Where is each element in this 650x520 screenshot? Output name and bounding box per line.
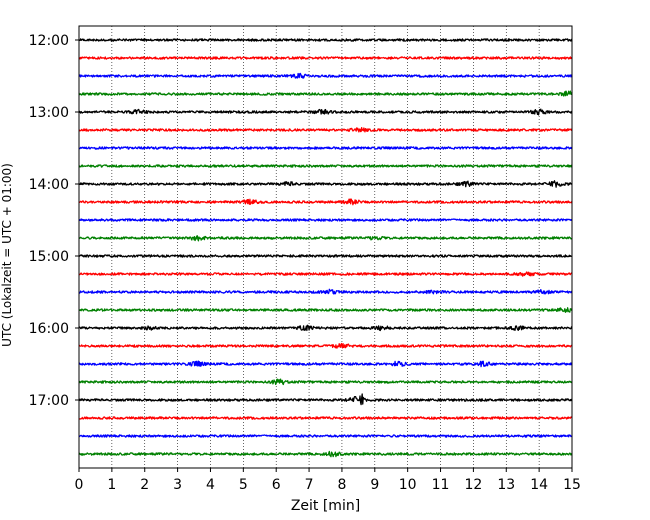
x-tick-label: 9 [370, 477, 379, 493]
x-tick-label: 14 [530, 477, 548, 493]
seismogram-trace-1330 [78, 146, 573, 150]
y-tick-label: 12:00 [29, 33, 69, 49]
seismogram-trace-1215 [78, 56, 573, 60]
x-tick-label: 13 [497, 477, 515, 493]
y-axis-label: UTC (Lokalzeit = UTC + 01:00) [0, 163, 14, 347]
x-tick-label: 1 [107, 477, 116, 493]
seismogram-trace-1300 [78, 108, 573, 116]
seismogram-trace-1500 [78, 254, 573, 258]
seismogram-trace-1530 [78, 288, 573, 295]
seismogram-trace-1715 [78, 416, 573, 420]
seismogram-trace-1445 [78, 235, 573, 242]
x-ticks: 0 1 2 3 4 5 6 7 8 9 10 11 12 13 14 15 [75, 468, 581, 493]
seismogram-trace-1545 [78, 307, 573, 313]
x-tick-label: 8 [337, 477, 346, 493]
seismogram-trace-1745 [78, 450, 573, 458]
y-tick-label: 16:00 [29, 321, 69, 337]
y-tick-label: 14:00 [29, 177, 69, 193]
plot-frame [78, 25, 573, 469]
x-tick-label: 0 [75, 477, 84, 493]
y-tick-label: 17:00 [29, 393, 69, 409]
seismogram-trace-1700 [78, 393, 573, 406]
seismogram-trace-1345 [78, 164, 573, 168]
seismogram-trace-1315 [78, 127, 573, 133]
seismogram-trace-1400 [78, 180, 573, 188]
x-tick-label: 11 [432, 477, 450, 493]
y-tick-label: 15:00 [29, 249, 69, 265]
x-tick-label: 6 [272, 477, 281, 493]
seismogram-trace-1645 [78, 378, 573, 386]
seismogram-trace-1615 [78, 342, 573, 349]
x-tick-label: 15 [563, 477, 581, 493]
x-tick-label: 2 [140, 477, 149, 493]
y-ticks: 12:00 13:00 14:00 15:00 16:00 17:00 [29, 33, 79, 409]
seismogram-trace-1515 [78, 271, 573, 277]
seismogram-trace-1600 [78, 324, 573, 332]
seismogram-trace-1630 [78, 360, 573, 368]
seismogram-trace-1430 [78, 218, 573, 222]
seismogram-trace-1230 [78, 72, 573, 79]
y-tick-label: 13:00 [29, 105, 69, 121]
seismogram-trace-1200 [78, 38, 573, 42]
x-tick-label: 3 [173, 477, 182, 493]
traces [78, 38, 573, 458]
x-tick-label: 12 [464, 477, 482, 493]
x-axis-label: Zeit [min] [291, 498, 360, 514]
x-tick-label: 5 [239, 477, 248, 493]
x-tick-label: 7 [305, 477, 314, 493]
x-tick-label: 10 [399, 477, 417, 493]
seismogram-trace-1730 [78, 434, 573, 438]
seismogram-trace-1245 [78, 90, 573, 97]
seismogram-trace-1415 [78, 198, 573, 206]
grid-lines [111, 26, 540, 468]
x-tick-label: 4 [206, 477, 215, 493]
